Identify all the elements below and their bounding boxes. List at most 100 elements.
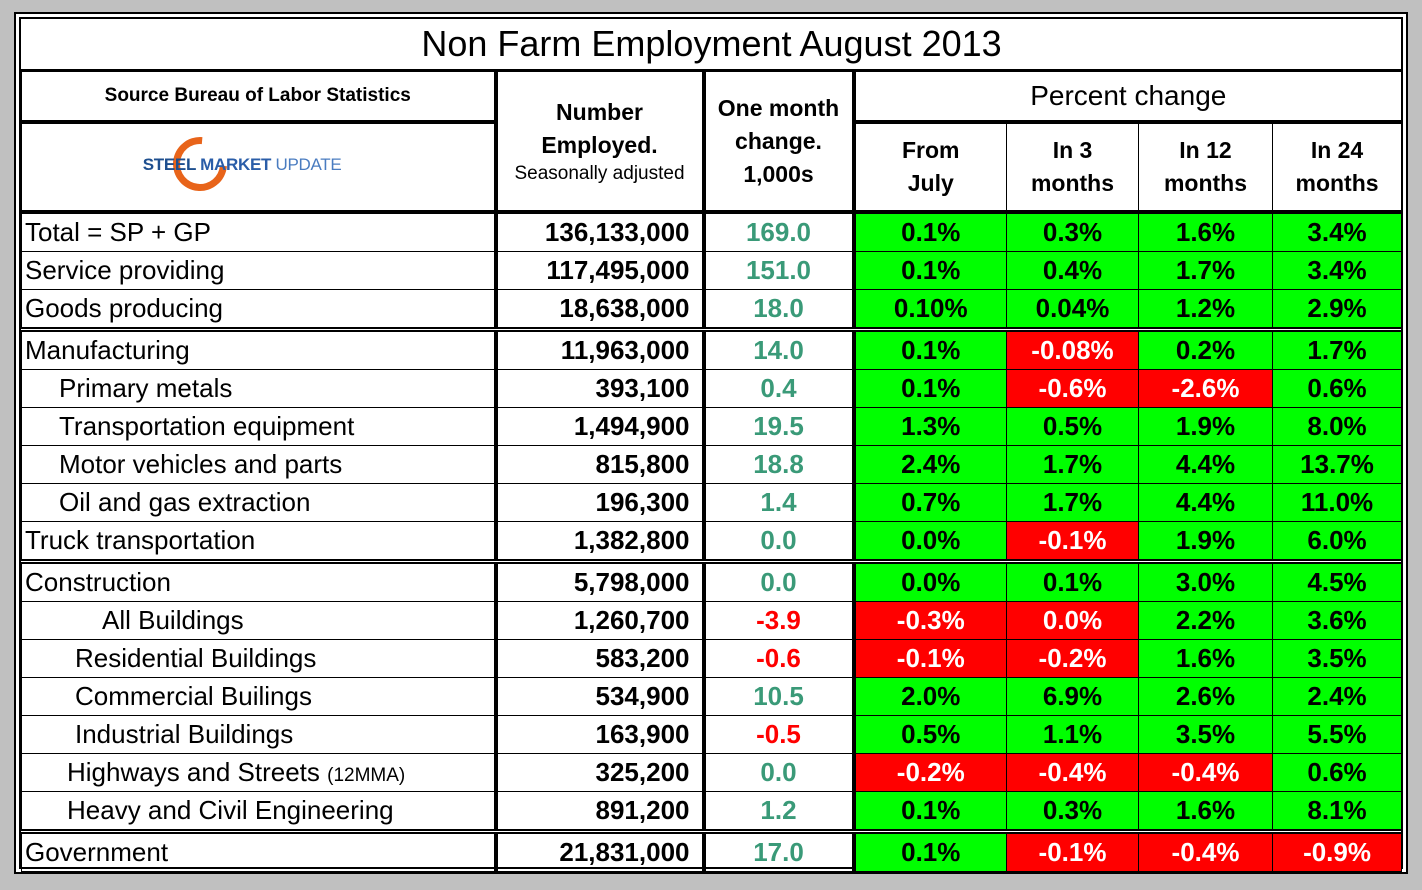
percent-change-cell: 2.0% xyxy=(853,677,1007,716)
percent-change-cell: 0.3% xyxy=(1006,211,1139,252)
row-label-text: Manufacturing xyxy=(25,335,190,365)
row-label-note: (12MMA) xyxy=(327,765,406,786)
one-month-change: 0.0 xyxy=(703,753,856,792)
row-label-text: Commercial Builings xyxy=(75,681,312,711)
logo-word-steel: STEEL xyxy=(142,154,196,174)
header-pct-col-0: From July xyxy=(853,121,1007,214)
table-row: Truck transportation 1,382,800 0.0 0.0% -0.1… xyxy=(21,521,1403,562)
header-percent-change: Percent change xyxy=(852,70,1403,124)
page-title: Non Farm Employment August 2013 xyxy=(21,19,1402,72)
number-employed: 117,495,000 xyxy=(495,251,706,290)
one-month-change: 18.0 xyxy=(703,289,856,330)
employment-table: Non Farm Employment August 2013 Source B… xyxy=(21,19,1403,872)
percent-change-cell: 0.5% xyxy=(1006,407,1139,446)
one-month-change: 14.0 xyxy=(703,327,856,370)
header-change-line2: change. xyxy=(735,127,822,154)
table-row: Oil and gas extraction 196,300 1.4 0.7% 1.7%… xyxy=(21,483,1403,522)
row-label: Commercial Builings xyxy=(21,677,498,716)
header-pct-col-2: In 12 months xyxy=(1138,121,1273,214)
one-month-change: 0.0 xyxy=(703,521,856,562)
row-label-text: Service providing xyxy=(25,255,225,285)
number-employed: 21,831,000 xyxy=(495,829,706,872)
percent-change-cell: 3.5% xyxy=(1271,639,1403,678)
percent-change-cell: 1.9% xyxy=(1138,407,1273,446)
percent-change-cell: 4.4% xyxy=(1138,445,1273,484)
percent-change-cell: 0.5% xyxy=(853,715,1007,754)
percent-change-cell: -0.6% xyxy=(1006,369,1139,408)
percent-change-cell: -0.4% xyxy=(1138,753,1273,792)
row-label: Motor vehicles and parts xyxy=(21,445,498,484)
row-label: Heavy and Civil Engineering xyxy=(21,791,498,832)
number-employed: 1,382,800 xyxy=(495,521,706,562)
row-label-text: Goods producing xyxy=(25,293,224,323)
percent-change-cell: 0.1% xyxy=(853,791,1007,832)
one-month-change: -0.5 xyxy=(703,715,856,754)
percent-change-cell: 0.04% xyxy=(1006,289,1139,330)
percent-change-cell: 1.7% xyxy=(1006,483,1139,522)
row-label-text: Primary metals xyxy=(59,373,233,403)
table-row: Heavy and Civil Engineering 891,200 1.2 0.1… xyxy=(21,791,1403,832)
header-pct-col-1: In 3 months xyxy=(1006,121,1139,214)
header-number-employed: Number Employed. Seasonally adjusted xyxy=(495,70,706,214)
row-label-text: Motor vehicles and parts xyxy=(59,449,343,479)
percent-change-cell: 0.1% xyxy=(853,829,1007,872)
percent-change-cell: -0.1% xyxy=(1006,829,1139,872)
number-employed: 163,900 xyxy=(495,715,706,754)
percent-change-cell: 0.7% xyxy=(853,483,1007,522)
table-frame: Non Farm Employment August 2013 Source B… xyxy=(19,17,1403,872)
percent-change-cell: 1.7% xyxy=(1271,327,1403,370)
row-label: Total = SP + GP xyxy=(21,211,498,252)
number-employed: 534,900 xyxy=(495,677,706,716)
percent-change-cell: 1.2% xyxy=(1138,289,1273,330)
percent-change-cell: 2.2% xyxy=(1138,601,1273,640)
percent-change-cell: -0.08% xyxy=(1006,327,1139,370)
one-month-change: 0.4 xyxy=(703,369,856,408)
row-label: Truck transportation xyxy=(21,521,498,562)
header-pct-col-3: In 24 months xyxy=(1271,121,1403,214)
row-label: Oil and gas extraction xyxy=(21,483,498,522)
percent-change-cell: 0.2% xyxy=(1138,327,1273,370)
number-employed: 18,638,000 xyxy=(495,289,706,330)
row-label: Construction xyxy=(21,559,498,602)
table-row: Construction 5,798,000 0.0 0.0% 0.1% 3.0% 4.5% xyxy=(21,559,1403,602)
source-label: Source Bureau of Labor Statistics xyxy=(21,70,498,124)
percent-change-cell: 13.7% xyxy=(1271,445,1403,484)
percent-change-cell: 4.5% xyxy=(1271,559,1403,602)
table-row: Commercial Builings 534,900 10.5 2.0% 6.9% 2.… xyxy=(21,677,1403,716)
row-label: Transportation equipment xyxy=(21,407,498,446)
percent-change-cell: 0.4% xyxy=(1006,251,1139,290)
percent-change-cell: 5.5% xyxy=(1271,715,1403,754)
table-row: Motor vehicles and parts 815,800 18.8 2.4% 1… xyxy=(21,445,1403,484)
row-label: Industrial Buildings xyxy=(21,715,498,754)
percent-change-cell: 0.1% xyxy=(853,327,1007,370)
table-row: Industrial Buildings 163,900 -0.5 0.5% 1.1% 3… xyxy=(21,715,1403,754)
percent-change-cell: 0.1% xyxy=(1006,559,1139,602)
header-one-month-change: One month change. 1,000s xyxy=(703,70,856,214)
number-employed: 583,200 xyxy=(495,639,706,678)
percent-change-cell: 8.1% xyxy=(1271,791,1403,832)
row-label: Highways and Streets (12MMA) xyxy=(21,753,498,792)
percent-change-cell: 6.9% xyxy=(1006,677,1139,716)
percent-change-cell: 2.6% xyxy=(1138,677,1273,716)
row-label: Residential Buildings xyxy=(21,639,498,678)
percent-change-cell: 3.4% xyxy=(1271,251,1403,290)
one-month-change: 10.5 xyxy=(703,677,856,716)
row-label: Goods producing xyxy=(21,289,498,330)
row-label-text: Industrial Buildings xyxy=(75,719,294,749)
number-employed: 393,100 xyxy=(495,369,706,408)
percent-change-cell: -0.4% xyxy=(1006,753,1139,792)
number-employed: 5,798,000 xyxy=(495,559,706,602)
one-month-change: 18.8 xyxy=(703,445,856,484)
percent-change-cell: 2.4% xyxy=(1271,677,1403,716)
logo-word-market: MARKET xyxy=(200,154,272,174)
row-label: Primary metals xyxy=(21,369,498,408)
percent-change-cell: 0.6% xyxy=(1271,753,1403,792)
percent-change-cell: 0.1% xyxy=(853,251,1007,290)
percent-change-cell: 0.0% xyxy=(853,521,1007,562)
percent-change-cell: 1.6% xyxy=(1138,639,1273,678)
percent-change-cell: 11.0% xyxy=(1271,483,1403,522)
number-employed: 11,963,000 xyxy=(495,327,706,370)
percent-change-cell: -0.1% xyxy=(853,639,1007,678)
steel-market-update-logo: STEEL MARKET UPDATE xyxy=(142,125,373,202)
percent-change-cell: 1.7% xyxy=(1138,251,1273,290)
